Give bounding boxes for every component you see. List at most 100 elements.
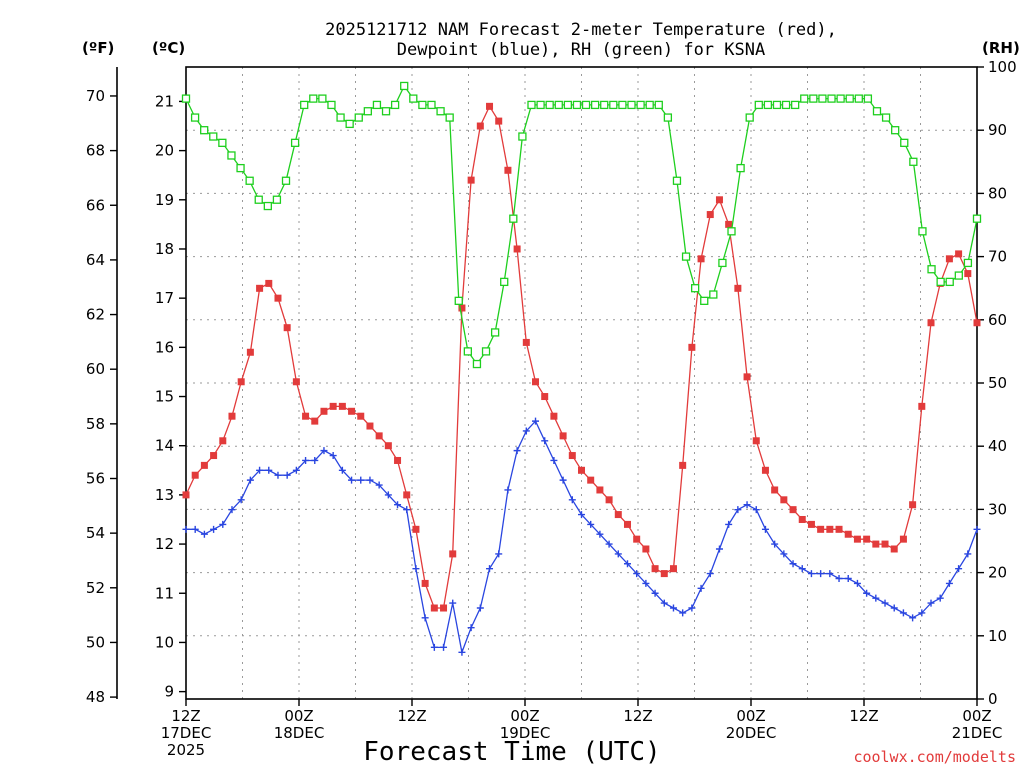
rh-tick-label: 90 [988,121,1007,139]
rh-point [227,151,236,160]
dewpoint-point [955,565,963,573]
fahrenheit-tick-label: 70 [86,87,105,105]
rh-point [645,100,654,110]
x-tick-label: 12Z [849,707,878,725]
rh-point [791,100,800,110]
dewpoint-point [430,643,438,651]
rh-point [900,138,909,147]
rh-point [745,113,754,122]
fahrenheit-tick-label: 54 [86,524,105,542]
rh-point [872,107,882,116]
temperature-point [853,535,861,543]
rh-tick-label: 0 [988,690,998,708]
dewpoint-point [743,501,751,509]
dewpoint-point [532,417,540,425]
rh-tick-label: 80 [988,184,1007,202]
celsius-tick-label: 18 [155,240,174,258]
rh-point [636,100,645,110]
temperature-point [835,525,843,533]
temperature-point [191,471,199,479]
temperature-point [541,393,549,401]
rh-point [854,94,863,103]
temperature-point [734,284,742,292]
x-tick-label: 18DEC [274,724,325,742]
rh-point [527,100,536,110]
rh-point [863,94,873,103]
dewpoint-point [274,471,282,479]
rh-point [372,100,382,110]
rh-point [563,100,573,110]
temperature-point [357,412,365,420]
temperature-point [228,412,236,420]
rh-point [727,227,736,236]
series-line-rh [185,84,978,366]
dewpoint-point [265,466,273,474]
dewpoint-point [357,476,365,484]
rh-point [454,296,463,305]
rh-point [891,126,900,135]
rh-point [918,227,927,236]
temperature-point [761,466,769,474]
rh-point [818,94,827,103]
temperature-point [743,373,751,381]
rh-point [263,201,272,211]
temperature-point [706,211,714,219]
series-temperature [182,102,981,612]
temperature-point [559,432,567,440]
dewpoint-point [587,520,595,528]
rh-point [345,119,354,129]
temperature-point [633,535,641,543]
temperature-point [945,255,953,263]
dewpoint-point [219,520,227,528]
dewpoint-point [826,570,834,578]
x-tick-label: 00Z [962,707,991,725]
temperature-point [688,343,696,351]
temperature-point [964,270,972,278]
rh-point [390,100,400,110]
rh-point [418,100,427,110]
rh-point [609,100,618,110]
temperature-point [844,530,852,538]
rh-point [400,81,409,91]
dewpoint-point [973,525,981,533]
celsius-tick-label: 13 [155,486,174,504]
temperature-point [182,491,190,499]
rh-point [972,214,982,223]
temperature-point [504,166,512,174]
rh-point [381,107,391,116]
temperature-point [973,319,981,327]
rh-point [245,176,254,185]
dewpoint-point [918,609,926,617]
dewpoint-point [706,570,714,578]
temperature-point [421,579,429,587]
rh-point [672,176,682,185]
dewpoint-point [522,427,530,435]
temperature-point [623,520,631,528]
celsius-tick-label: 16 [155,338,174,356]
dewpoint-point [807,570,815,578]
fahrenheit-tick-label: 60 [86,360,105,378]
rh-point [827,94,836,103]
temperature-point [476,122,484,130]
temperature-point [798,515,806,523]
temperature-point [918,402,926,410]
dewpoint-point [936,594,944,602]
celsius-tick-label: 14 [155,437,174,455]
temperature-point [817,525,825,533]
dewpoint-point [403,506,411,514]
dewpoint-point [320,447,328,455]
temperature-point [283,324,291,332]
dewpoint-point [421,614,429,622]
temperature-point [412,525,420,533]
dewpoint-point [844,575,852,583]
series-dewpoint [182,417,981,656]
dewpoint-point [541,437,549,445]
rh-point [690,284,700,293]
rh-point [190,113,200,122]
dewpoint-point [899,609,907,617]
celsius-tick-label: 17 [155,289,174,307]
rh-point [763,100,773,110]
temperature-point [320,407,328,415]
dewpoint-point [210,525,218,533]
rh-point [590,100,600,110]
